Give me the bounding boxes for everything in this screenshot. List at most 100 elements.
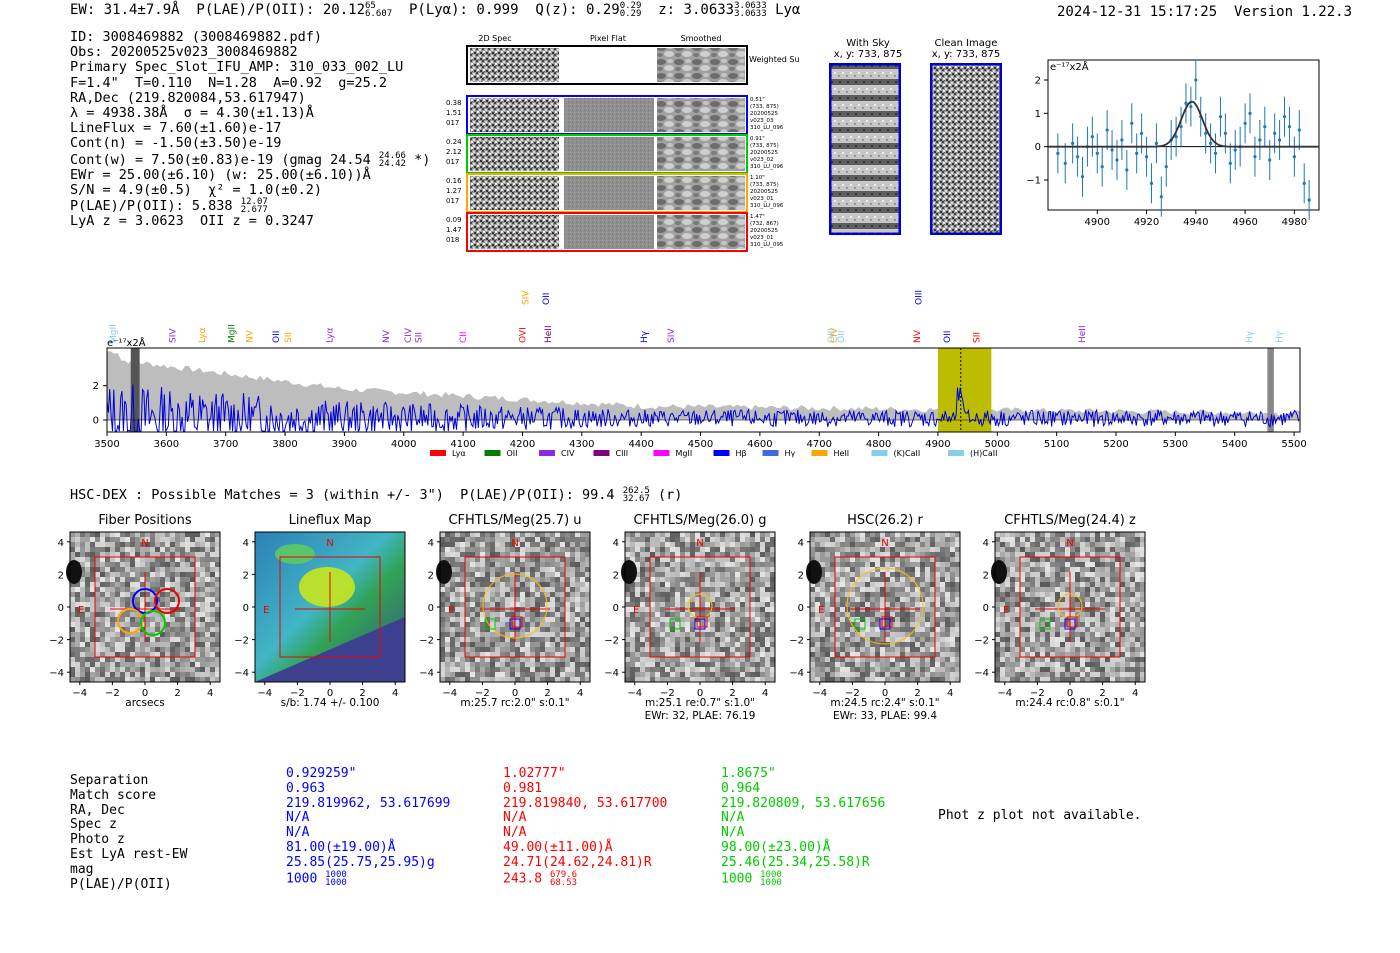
aperture-box (94, 556, 196, 658)
match-col-green: 1.8675" 0.964 219.820809, 53.617656 N/A N/A 9… (721, 766, 886, 887)
match-radec: 219.819962, 53.617699 (286, 795, 451, 811)
qz-range: 0.29 0.29 (619, 1, 642, 19)
fiber-row-smoothed (657, 176, 745, 210)
line-id-label: OII (272, 331, 282, 343)
full-x-tick: 4800 (866, 439, 891, 450)
with-sky-image (829, 63, 901, 235)
ewr-line: EWr = 25.00(±6.10) (w: 25.00(±6.10))Å (70, 166, 371, 183)
z-line-label: Lyα (775, 2, 801, 18)
match-specz: N/A (503, 810, 527, 826)
data-point (1135, 151, 1139, 155)
line-id-label: CII (459, 331, 469, 343)
fiber-row-right-label: (733, 875) (750, 104, 779, 110)
cutout-x-tick: −2 (105, 688, 120, 699)
fiber-row-right-label: (733, 875) (750, 143, 779, 149)
line-id-label: OIII (914, 290, 924, 305)
cutout-caption: m:24.5 rc:2.4" s:0.1" (830, 697, 940, 709)
full-x-tick: 4700 (807, 439, 832, 450)
data-point (1273, 131, 1277, 135)
line-id-label: Hγ (1246, 330, 1256, 343)
data-point (1263, 125, 1267, 129)
match-score: 0.981 (503, 780, 543, 796)
line-id-label: NV (913, 329, 923, 343)
match-photoz: N/A (286, 825, 310, 841)
cutout-caption-2: EWr: 32, PLAE: 76.19 (644, 710, 756, 722)
full-spectrum-plot: 3500 3600 3700 3800 3900 4000 4100 4200 4300 4400… (93, 290, 1307, 458)
fiber-row-right-label: (733, 875) (750, 182, 779, 188)
data-point (1159, 195, 1163, 199)
cutout-image: N E 4 2 0 −2 −4 −4 −2 0 2 4 (419, 531, 591, 699)
line-id-label: Lyα (198, 327, 208, 343)
zoom-x-tick: 4960 (1232, 217, 1257, 228)
match-score: 0.963 (286, 780, 326, 796)
cutout-title: CFHTLS/Meg(26.0) g (633, 513, 767, 528)
line-id-label: Lyα (326, 327, 336, 343)
data-point (1115, 158, 1119, 162)
data-point (1184, 101, 1188, 105)
data-point (1130, 121, 1134, 125)
match-score: 0.964 (721, 780, 761, 796)
lineflux-line: LineFlux = 7.60(±1.60)e-17 (70, 120, 282, 137)
fiber-row-left-label: 0.09 (446, 216, 462, 224)
ew-plae-text: EW: 31.4±7.9Å P(LAE)/P(OII): 20.12 (70, 2, 366, 18)
full-x-tick: 4300 (569, 439, 594, 450)
full-x-tick: 4600 (747, 439, 772, 450)
full-x-tick: 5500 (1281, 439, 1306, 450)
radec-line: RA,Dec (219.820084,53.617947) (70, 89, 306, 106)
fiber-row-pixel-flat (564, 137, 654, 171)
fiber-row-left-label: 1.51 (446, 109, 462, 117)
cutout-x-tick: 0 (697, 688, 703, 699)
match-specz: N/A (286, 810, 310, 826)
cutout-y-tick: −2 (49, 636, 64, 647)
data-point (1253, 155, 1257, 159)
match-plae: 243.8 679.6 68.53 (503, 869, 578, 888)
full-x-tick: 3800 (272, 439, 297, 450)
fiber-row-left-label: 1.27 (446, 187, 462, 195)
cutout-caption: m:25.1 re:0.7" s:1.0" (645, 697, 755, 709)
cutout-y-tick: 4 (428, 538, 434, 549)
cutout-y-tick: 0 (428, 603, 434, 614)
masked-band (1267, 348, 1274, 432)
legend-label: OII (507, 449, 518, 458)
fiber-row-right-label: v023_01 (750, 235, 774, 241)
data-point (1243, 121, 1247, 125)
match-radec: 219.820809, 53.617656 (721, 795, 886, 811)
data-point (1228, 161, 1232, 165)
data-point (1277, 138, 1282, 142)
match-row-label: Separation (70, 773, 149, 788)
aperture-box (279, 556, 381, 658)
full-x-tick: 4200 (510, 439, 535, 450)
fiber-row-2dspec (470, 137, 559, 171)
detection-id: ID: 3008469882 (3008469882.pdf) (70, 29, 322, 45)
cutout-x-tick: 0 (1067, 688, 1073, 699)
zoom-x-tick: 4900 (1085, 217, 1110, 228)
cutout-x-tick: −4 (627, 688, 642, 699)
line-id-label: SII (284, 332, 294, 343)
cutout-title: HSC(26.2) r (847, 513, 923, 528)
fiber-row-right-label: 20200525 (750, 189, 778, 195)
cutout-x-tick: −2 (290, 688, 305, 699)
z-text: z: 3.0633 (658, 2, 735, 18)
match-sep: 1.8675" (721, 766, 776, 781)
cutout-x-tick: −4 (997, 688, 1012, 699)
data-point (1179, 125, 1183, 129)
data-point (1194, 78, 1198, 82)
svg-text:N: N (696, 538, 703, 549)
cutout-y-tick: 0 (613, 603, 619, 614)
cutout-y-tick: −2 (234, 636, 249, 647)
data-point (1120, 138, 1124, 142)
fiber-row-left-label: 017 (446, 119, 459, 127)
cutout-y-tick: 4 (613, 538, 619, 549)
data-point (1100, 165, 1104, 169)
legend-swatch (762, 450, 779, 456)
line-id-label: Hγ (640, 330, 650, 343)
cutout-x-tick: 4 (207, 688, 213, 699)
zoom-x-tick: 4980 (1282, 217, 1307, 228)
match-ew: 98.00(±23.00)Å (721, 839, 831, 855)
legend-swatch (484, 450, 501, 456)
data-point (1223, 131, 1227, 135)
zoom-x-tick: 4920 (1134, 217, 1159, 228)
cutout-x-tick: −4 (72, 688, 87, 699)
full-x-tick: 5000 (985, 439, 1010, 450)
svg-text:N: N (326, 538, 333, 549)
